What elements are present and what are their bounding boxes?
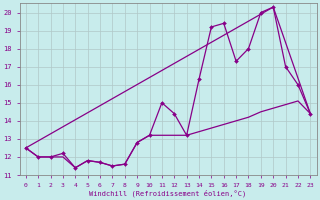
X-axis label: Windchill (Refroidissement éolien,°C): Windchill (Refroidissement éolien,°C) [90,189,247,197]
